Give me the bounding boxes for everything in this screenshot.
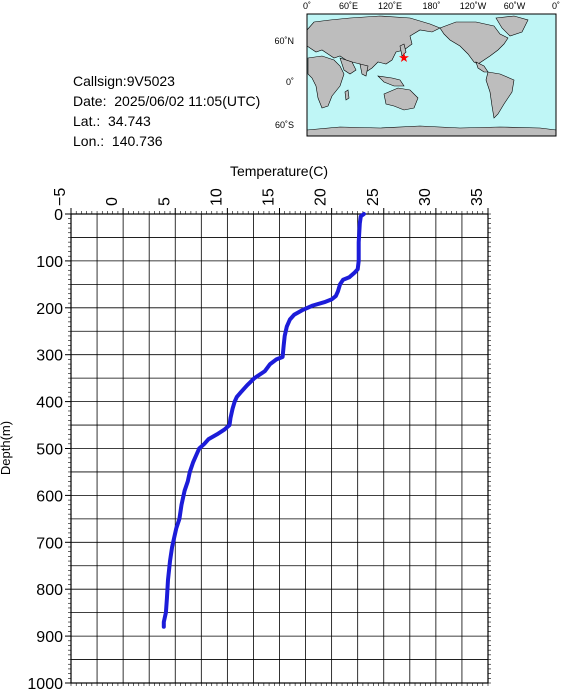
- map-land: [306, 15, 557, 137]
- map-latitude-labels: 60˚N 0˚ 60˚S: [274, 36, 294, 130]
- y-tick-label: 0: [54, 207, 63, 224]
- map-longitude-tick: 0˚: [552, 1, 560, 11]
- map-longitude-tick: 120˚W: [460, 1, 487, 11]
- x-tick-label: 15: [261, 188, 278, 206]
- y-tick-label: 800: [36, 582, 63, 599]
- latitude-label: Lat.: 34.743: [73, 113, 151, 129]
- world-map: 0˚ 60˚E 120˚E 180˚ 120˚W 60˚W 0˚ 60˚N 0˚ 60˚S ★: [274, 1, 560, 137]
- x-tick-label: 35: [469, 188, 486, 206]
- x-tick-label: 30: [417, 188, 434, 206]
- y-tick-label: 1000: [27, 676, 63, 690]
- map-frame: [306, 13, 557, 137]
- x-axis-title: Temperature(C): [230, 163, 328, 179]
- longitude-label: Lon.: 140.736: [73, 133, 163, 149]
- map-latitude-tick: 60˚N: [274, 36, 294, 46]
- x-tick-label: 10: [208, 188, 225, 206]
- y-tick-label: 300: [36, 348, 63, 365]
- plot-frame: [70, 213, 489, 684]
- x-tick-label: 5: [156, 197, 173, 206]
- y-tick-label: 100: [36, 254, 63, 271]
- y-tick-label: 700: [36, 535, 63, 552]
- temperature-profile-line: [161, 212, 366, 629]
- chart-grid: [70, 213, 489, 684]
- callsign-label: Callsign:9V5023: [73, 73, 175, 89]
- map-longitude-tick: 60˚W: [504, 1, 526, 11]
- x-tick-label: 20: [313, 188, 330, 206]
- map-longitude-labels: 0˚ 60˚E 120˚E 180˚ 120˚W 60˚W 0˚: [303, 1, 560, 11]
- map-longitude-tick: 180˚: [422, 1, 440, 11]
- map-longitude-tick: 60˚E: [339, 1, 358, 11]
- y-tick-label: 200: [36, 301, 63, 318]
- map-latitude-tick: 60˚S: [275, 120, 294, 130]
- y-axis-title: Depth(m): [0, 421, 13, 475]
- x-axis: −5 0 5 10 15 20 25 30 35: [52, 188, 489, 686]
- x-tick-label: 0: [104, 197, 121, 206]
- map-longitude-tick: 0˚: [303, 1, 311, 11]
- y-tick-label: 600: [36, 488, 63, 505]
- map-latitude-tick: 0˚: [286, 77, 294, 87]
- station-marker-icon: ★: [398, 50, 410, 65]
- temperature-profile-series: [161, 212, 366, 629]
- y-tick-label: 400: [36, 395, 63, 412]
- map-longitude-tick: 120˚E: [378, 1, 402, 11]
- y-tick-label: 500: [36, 442, 63, 459]
- y-axis: 0 100 200 300 400 500 600 700 800 900 1000: [27, 207, 491, 690]
- y-tick-label: 900: [36, 629, 63, 646]
- x-tick-label: −5: [52, 188, 69, 206]
- x-tick-label: 25: [365, 188, 382, 206]
- date-label: Date: 2025/06/02 11:05(UTC): [73, 93, 261, 109]
